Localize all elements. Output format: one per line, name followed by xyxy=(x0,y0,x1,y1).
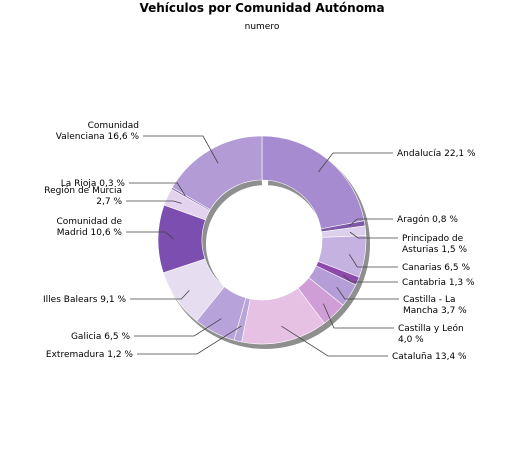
slice-label: Comunidad de Madrid 10,6 % xyxy=(56,217,122,238)
leader-line xyxy=(130,290,190,300)
slice-label: Castilla y León 4,0 % xyxy=(398,323,464,345)
pie-slice-comunidad-valenciana[interactable] xyxy=(171,135,263,211)
leader-line xyxy=(336,286,399,300)
slice-label: Comunidad Valenciana 16,6 % xyxy=(56,121,140,142)
slice-label: Región de Murcia 2,7 % xyxy=(44,185,122,207)
leader-line xyxy=(349,231,398,239)
leader-line xyxy=(126,231,174,240)
slice-label: Andalucía 22,1 % xyxy=(397,149,476,159)
chart-subtitle: numero xyxy=(245,22,280,32)
leader-line xyxy=(281,325,388,357)
leader-line xyxy=(342,274,398,283)
leader-line xyxy=(137,325,242,355)
slice-label: Galicia 6,5 % xyxy=(71,332,130,342)
slice-label: Extremadura 1,2 % xyxy=(46,350,134,360)
slice-label: Principado de Asturias 1,5 % xyxy=(402,234,468,255)
slice-label: Cataluña 13,4 % xyxy=(392,352,467,362)
leader-line xyxy=(323,303,394,329)
slice-label: La Rioja 0,3 % xyxy=(61,179,126,189)
slice-label: Canarias 6,5 % xyxy=(402,263,470,273)
slice-label: Aragón 0,8 % xyxy=(397,214,458,225)
leader-line xyxy=(126,200,182,204)
label-group: Andalucía 22,1 % Aragón 0,8 % Principado d… xyxy=(43,121,476,362)
leader-line xyxy=(134,318,222,337)
leader-line xyxy=(348,218,393,227)
chart-title: Vehículos por Comunidad Autónoma xyxy=(139,1,384,15)
leader-line xyxy=(143,135,219,164)
slice-label: Castilla - La Mancha 3,7 % xyxy=(403,295,467,316)
slice-label: Cantabria 1,3 % xyxy=(402,278,475,288)
leader-line xyxy=(348,253,398,268)
leader-line xyxy=(129,182,186,197)
slice-group xyxy=(157,135,371,349)
leader-line xyxy=(318,152,393,173)
slice-label: Illes Balears 9,1 % xyxy=(43,295,126,305)
